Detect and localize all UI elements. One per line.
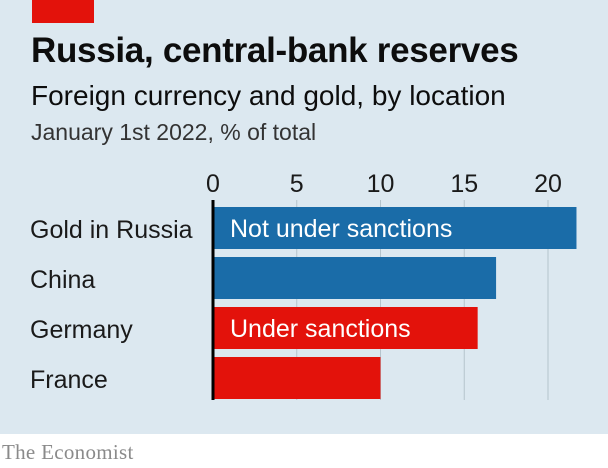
category-label: Gold in Russia — [30, 216, 193, 244]
bar — [213, 307, 478, 349]
chart-subtitle: Foreign currency and gold, by location — [31, 80, 506, 111]
bar-annotation: Under sanctions — [230, 315, 411, 343]
brand-tag — [32, 0, 94, 23]
category-label: France — [30, 366, 108, 394]
bar — [213, 357, 381, 399]
chart-title: Russia, central-bank reserves — [31, 31, 519, 70]
x-tick-label: 20 — [534, 170, 562, 198]
chart-note: January 1st 2022, % of total — [31, 119, 317, 145]
category-label: China — [30, 266, 95, 294]
x-tick-label: 15 — [450, 170, 478, 198]
x-tick-label: 0 — [206, 170, 220, 198]
bar-annotation: Not under sanctions — [230, 215, 452, 243]
source-credit: The Economist — [2, 440, 134, 464]
x-tick-label: 10 — [367, 170, 395, 198]
bar — [213, 207, 577, 249]
category-label: Germany — [30, 316, 133, 344]
x-tick-label: 5 — [290, 170, 304, 198]
bar-chart: 0 5 10 15 20 Gold in Russia China Germany France… — [30, 170, 577, 400]
bar — [213, 257, 497, 299]
